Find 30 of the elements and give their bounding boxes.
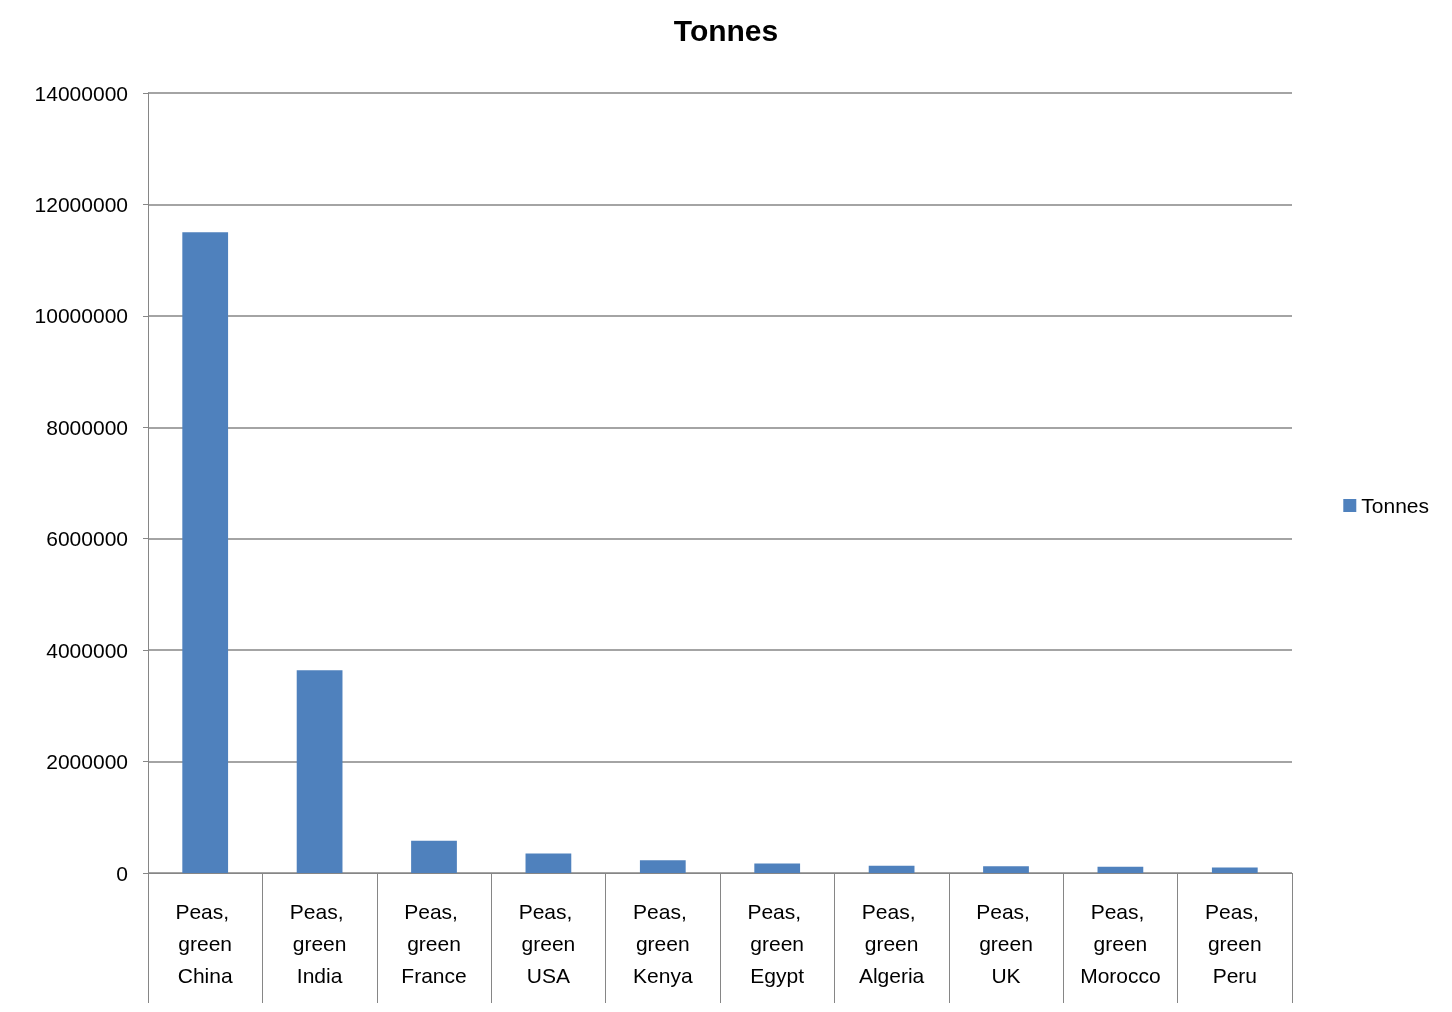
y-tick-label: 6000000	[46, 527, 128, 551]
bar	[525, 853, 572, 873]
y-tick-label: 8000000	[46, 415, 128, 439]
y-tick-label: 4000000	[46, 638, 128, 662]
bar	[411, 840, 457, 873]
x-tick-label: Peas, green Kenya	[633, 899, 693, 987]
x-tick-label: Peas, green USA	[518, 899, 579, 987]
y-tick-label: 0	[116, 861, 128, 885]
x-tick-label: Peas, green China	[175, 899, 235, 987]
y-tick-label: 12000000	[34, 192, 128, 216]
bar	[754, 863, 801, 873]
bar	[1097, 866, 1144, 873]
bar	[868, 865, 915, 873]
x-tick-label: Peas, green UK	[976, 899, 1036, 987]
x-tick-label: Peas, green India	[289, 899, 350, 987]
chart-title: Tonnes	[673, 13, 779, 47]
bar	[296, 670, 343, 873]
bar	[1211, 867, 1258, 873]
bar	[639, 860, 686, 873]
bar	[983, 866, 1029, 873]
x-tick-label: Peas, green Egypt	[747, 899, 807, 987]
x-tick-label: Peas, green Morocco	[1080, 899, 1161, 987]
legend-label: Tonnes	[1361, 494, 1429, 517]
bar	[182, 232, 229, 873]
x-tick-label: Peas, green Peru	[1205, 899, 1265, 987]
y-tick-label: 14000000	[34, 81, 128, 105]
y-tick-label: 10000000	[34, 304, 128, 328]
x-tick-label: Peas, green France	[401, 899, 467, 987]
x-tick-label: Peas, green Algeria	[858, 899, 925, 987]
y-tick-label: 2000000	[46, 750, 128, 774]
